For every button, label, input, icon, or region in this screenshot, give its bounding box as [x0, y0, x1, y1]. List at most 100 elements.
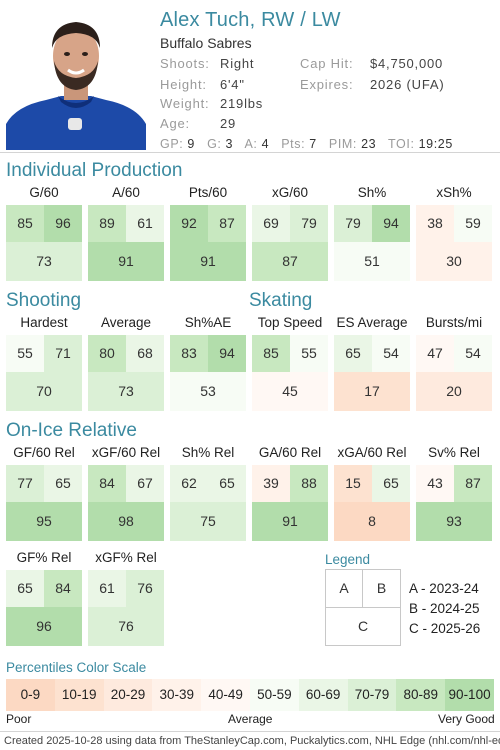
stat-value: 3: [225, 137, 234, 151]
percentile-2024-25: 65: [208, 465, 246, 502]
percentile-2023-24: 85: [6, 205, 44, 242]
metric-label: GF% Rel: [16, 550, 72, 565]
percentile-2023-24: 84: [88, 465, 126, 502]
metric-label: Sh% Rel: [181, 445, 235, 460]
percentile-2024-25: 59: [454, 205, 492, 242]
percentile-2024-25: 61: [126, 205, 164, 242]
percentile-2025-26: 93: [416, 502, 492, 541]
percentile-2023-24: 89: [88, 205, 126, 242]
stat-label: G:: [207, 137, 222, 151]
metric-card-gf-60-rel: GF/60 Rel 77 65 95: [6, 443, 82, 541]
percentile-2023-24: 39: [252, 465, 290, 502]
metric-card-xga-60-rel: xGA/60 Rel 15 65 8: [334, 443, 410, 541]
metric-card-sh-ae: Sh%AE 83 94 53: [170, 313, 246, 411]
metric-prior-seasons: 15 65: [334, 465, 410, 502]
percentile-2024-25: 88: [290, 465, 328, 502]
scale-label-poor: Poor: [6, 712, 32, 726]
header-divider: [0, 152, 500, 153]
bio-value: Right: [220, 56, 255, 71]
metric-card-sv-rel: Sv% Rel 43 87 93: [416, 443, 492, 541]
player-name: Alex Tuch, RW / LW: [160, 9, 341, 31]
percentile-2023-24: 79: [334, 205, 372, 242]
bio-value: $4,750,000: [370, 56, 444, 71]
percentile-2025-26: 75: [170, 502, 246, 541]
metric-card-sh: Sh% 79 94 51: [334, 183, 410, 281]
metric-label: GF/60 Rel: [13, 445, 75, 460]
stat-value: 9: [187, 137, 195, 151]
metric-card-xgf-rel: xGF% Rel 61 76 76: [88, 548, 164, 646]
percentile-2023-24: 55: [6, 335, 44, 372]
metric-card-a-60: A/60 89 61 91: [88, 183, 164, 281]
bio-value: 219lbs: [220, 96, 264, 111]
metric-prior-seasons: 79 94: [334, 205, 410, 242]
section-title-individual-production: Individual Production: [6, 160, 183, 181]
bio-label: Expires:: [300, 77, 354, 92]
percentile-2025-26: 20: [416, 372, 492, 411]
bio-label: Age:: [160, 116, 190, 131]
scale-bin-60-69: 60-69: [298, 679, 348, 711]
percentile-2025-26: 53: [170, 372, 246, 411]
scale-bin-80-89: 80-89: [396, 679, 446, 711]
metric-prior-seasons: 69 79: [252, 205, 328, 242]
stat-value: 4: [261, 137, 270, 151]
metric-label: Hardest: [20, 315, 68, 330]
legend-box-c: C: [325, 607, 401, 646]
metric-prior-seasons: 39 88: [252, 465, 328, 502]
percentile-2023-24: 83: [170, 335, 208, 372]
scale-bin-70-79: 70-79: [347, 679, 397, 711]
footer-divider: [0, 731, 500, 732]
percentile-2024-25: 71: [44, 335, 82, 372]
percentile-2023-24: 92: [170, 205, 208, 242]
percentile-2025-26: 95: [6, 502, 82, 541]
percentile-2024-25: 68: [126, 335, 164, 372]
section-title-skating: Skating: [249, 290, 313, 311]
metric-card-xsh: xSh% 38 59 30: [416, 183, 492, 281]
percentile-2025-26: 87: [252, 242, 328, 281]
percentile-2025-26: 98: [88, 502, 164, 541]
legend-title: Legend: [325, 552, 371, 567]
percentile-2023-24: 38: [416, 205, 454, 242]
bio-age-value: 29: [220, 116, 236, 131]
percentile-2024-25: 87: [208, 205, 246, 242]
metric-prior-seasons: 47 54: [416, 335, 492, 372]
percentile-2025-26: 17: [334, 372, 410, 411]
percentile-2025-26: 70: [6, 372, 82, 411]
metric-label: Sv% Rel: [428, 445, 480, 460]
stat-value: 7: [309, 137, 317, 151]
metric-card-gf-rel: GF% Rel 65 84 96: [6, 548, 82, 646]
bio-expires-value: 2026 (UFA): [370, 77, 444, 92]
scale-label-very-good: Very Good: [438, 712, 495, 726]
percentile-2024-25: 94: [208, 335, 246, 372]
percentile-2024-25: 54: [372, 335, 410, 372]
percentile-2025-26: 91: [170, 242, 246, 281]
metric-prior-seasons: 92 87: [170, 205, 246, 242]
percentile-2024-25: 96: [44, 205, 82, 242]
metric-card-hardest: Hardest 55 71 70: [6, 313, 82, 411]
percentile-2025-26: 76: [88, 607, 164, 646]
metric-prior-seasons: 83 94: [170, 335, 246, 372]
percentile-2024-25: 55: [290, 335, 328, 372]
stat-value: 23: [361, 137, 377, 151]
metric-label: Sh%AE: [184, 315, 232, 330]
bio-cap-hit: Cap Hit:: [300, 56, 353, 71]
metric-prior-seasons: 62 65: [170, 465, 246, 502]
player-photo: [6, 6, 146, 150]
percentile-2024-25: 79: [290, 205, 328, 242]
bio-shoots-value: Right: [220, 56, 254, 71]
metric-label: ES Average: [336, 315, 408, 330]
percentile-2024-25: 67: [126, 465, 164, 502]
metric-prior-seasons: 80 68: [88, 335, 164, 372]
scale-title: Percentiles Color Scale: [6, 660, 147, 675]
percentile-2023-24: 65: [6, 570, 44, 607]
bio-weight: Weight:: [160, 96, 209, 111]
metric-label: A/60: [112, 185, 140, 200]
percentile-2023-24: 80: [88, 335, 126, 372]
section-title-on-ice-relative: On-Ice Relative: [6, 420, 137, 441]
stat-label: GP:: [160, 137, 184, 151]
percentile-2025-26: 73: [88, 372, 164, 411]
bio-height-value: 6'4": [220, 77, 245, 92]
bio-weight-value: 219lbs: [220, 96, 263, 111]
metric-label: Sh%: [357, 185, 387, 200]
bio-label: Height:: [160, 77, 207, 92]
bio-height: Height:: [160, 77, 207, 92]
